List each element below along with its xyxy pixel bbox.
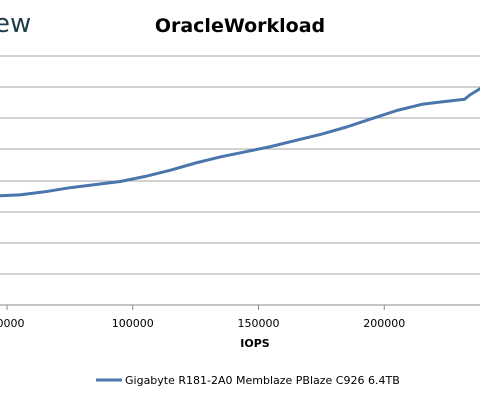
series-line <box>0 87 480 198</box>
chart-title: OracleWorkload <box>155 15 325 37</box>
legend: Gigabyte R181-2A0 Memblaze PBlaze C926 6… <box>96 374 400 387</box>
x-axis-ticks: 50000 100000 150000 200000 <box>0 305 405 330</box>
x-tick-label: 50000 <box>0 317 25 330</box>
legend-label: Gigabyte R181-2A0 Memblaze PBlaze C926 6… <box>125 374 400 387</box>
x-axis-label: IOPS <box>240 337 270 350</box>
x-tick-label: 200000 <box>363 317 405 330</box>
watermark-logo: ew <box>0 9 31 39</box>
x-tick-label: 100000 <box>112 317 154 330</box>
x-tick-label: 150000 <box>238 317 280 330</box>
series-group <box>0 87 480 198</box>
gridlines <box>0 55 480 306</box>
